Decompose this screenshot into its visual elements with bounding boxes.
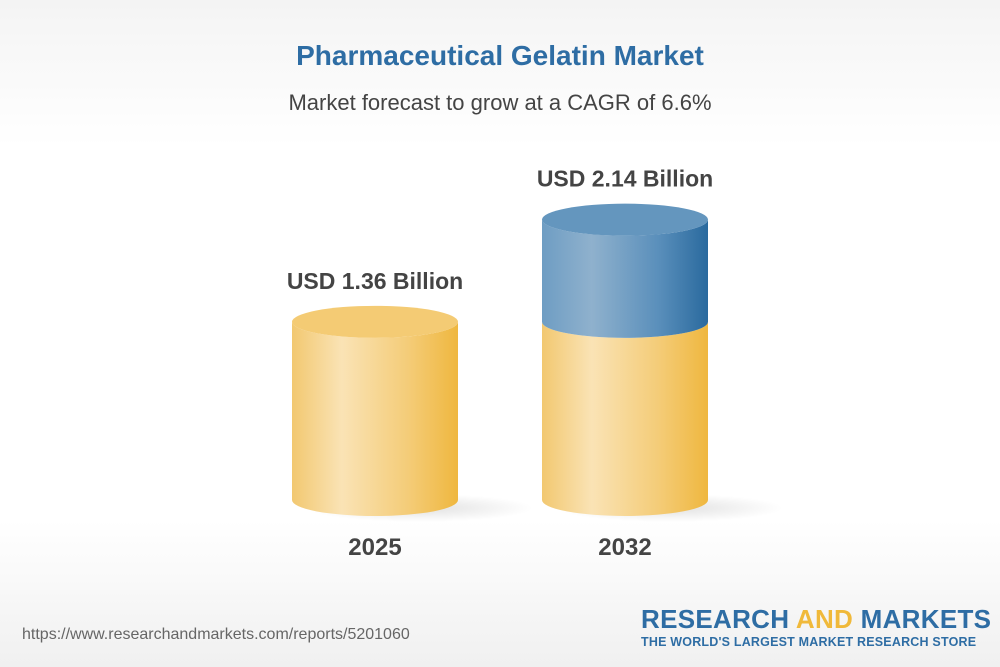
data-label: USD 1.36 Billion	[287, 268, 463, 294]
cylinder-base-segment	[542, 321, 708, 516]
source-url[interactable]: https://www.researchandmarkets.com/repor…	[22, 626, 410, 643]
cylinder-base-segment	[292, 321, 458, 516]
research-and-markets-logo: RESEARCH AND MARKETS THE WORLD'S LARGEST…	[641, 604, 991, 649]
cylinder-top	[292, 305, 458, 338]
logo-text-research: RESEARCH	[641, 604, 796, 634]
logo-tagline: THE WORLD'S LARGEST MARKET RESEARCH STOR…	[641, 635, 977, 649]
cylinder-top	[542, 203, 708, 236]
cylinder-growth-segment	[542, 219, 708, 338]
chart-title: Pharmaceutical Gelatin Market	[296, 40, 704, 71]
logo-text-and: AND	[795, 604, 854, 634]
logo-text-markets: MARKETS	[853, 604, 992, 634]
data-label: USD 2.14 Billion	[537, 166, 713, 192]
category-label: 2025	[348, 534, 401, 561]
category-label: 2032	[598, 534, 651, 561]
chart-subtitle: Market forecast to grow at a CAGR of 6.6…	[288, 90, 712, 115]
